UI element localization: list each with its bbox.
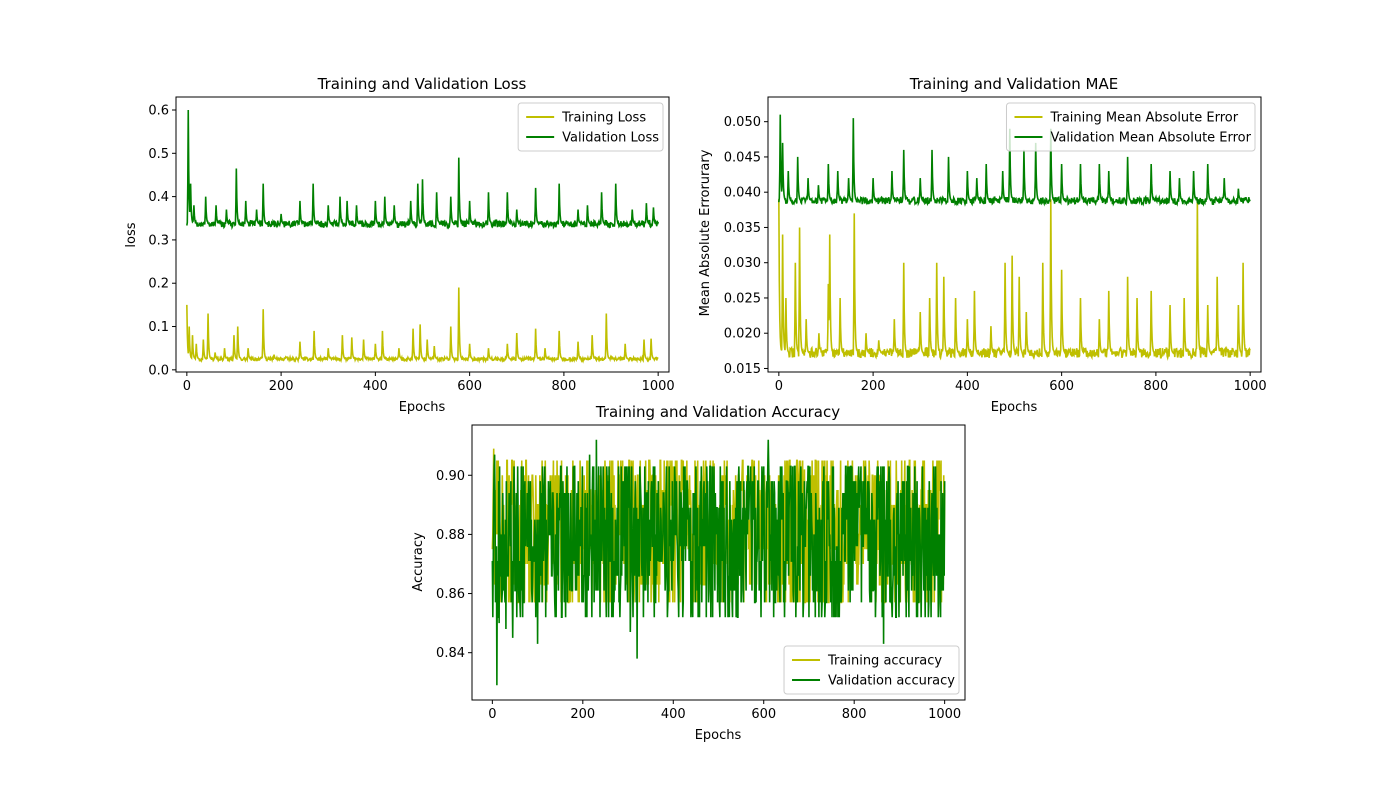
x-tick-label: 600 — [751, 707, 776, 722]
x-tick-label: 1000 — [1234, 379, 1267, 394]
x-tick-label: 800 — [551, 379, 576, 394]
accuracy-chart-title: Training and Validation Accuracy — [595, 403, 840, 421]
loss-chart: Training and Validation Loss Epochs loss… — [124, 75, 675, 415]
series-line-validation-accuracy — [491, 439, 946, 686]
x-tick-label: 400 — [955, 379, 980, 394]
y-tick-label: 0.035 — [724, 221, 761, 236]
mae-chart-xlabel: Epochs — [991, 400, 1038, 415]
accuracy-chart-ylabel: Accuracy — [411, 532, 426, 592]
legend-label: Validation accuracy — [828, 674, 955, 689]
x-tick-label: 1000 — [642, 379, 675, 394]
legend-label: Validation Loss — [562, 131, 659, 146]
x-tick-label: 400 — [363, 379, 388, 394]
y-tick-label: 0.045 — [724, 150, 761, 165]
series-line-training-mean-absolute-error — [778, 199, 1251, 361]
mae-chart-ylabel: Mean Absolute Errorurary — [698, 149, 713, 316]
x-tick-label: 200 — [570, 707, 595, 722]
plot-frame — [175, 96, 670, 373]
legend: Training Loss Validation Loss — [517, 102, 664, 152]
legend-label: Training Loss — [561, 111, 646, 126]
x-tick-label: 200 — [861, 379, 886, 394]
y-tick-label: 0.6 — [148, 103, 169, 118]
y-tick-label: 0.040 — [724, 186, 761, 201]
x-tick-label: 0 — [775, 379, 783, 394]
legend-label: Training Mean Absolute Error — [1049, 111, 1238, 126]
y-tick-label: 0.020 — [724, 327, 761, 342]
y-tick-label: 0.5 — [148, 147, 169, 162]
x-tick-label: 600 — [1049, 379, 1074, 394]
y-tick-label: 0.025 — [724, 291, 761, 306]
y-tick-label: 0.90 — [436, 469, 465, 484]
y-tick-label: 0.1 — [148, 320, 169, 335]
x-tick-label: 0 — [488, 707, 496, 722]
loss-chart-title: Training and Validation Loss — [317, 75, 527, 93]
loss-chart-ylabel: loss — [124, 222, 139, 247]
legend-box — [783, 645, 960, 695]
mae-chart: Training and Validation MAE Epochs Mean … — [698, 75, 1267, 415]
x-tick-label: 1000 — [928, 707, 961, 722]
series-line-training-loss — [186, 287, 659, 364]
series-line-validation-loss — [186, 109, 659, 231]
y-tick-label: 0.030 — [724, 256, 761, 271]
loss-chart-xlabel: Epochs — [399, 400, 446, 415]
x-tick-label: 0 — [183, 379, 191, 394]
legend: Training accuracy Validation accuracy — [783, 645, 960, 695]
x-tick-label: 800 — [1143, 379, 1168, 394]
legend: Training Mean Absolute Error Validation M… — [1005, 102, 1256, 152]
legend-box — [1005, 102, 1256, 152]
x-tick-label: 600 — [457, 379, 482, 394]
plot-frame — [767, 96, 1262, 373]
y-tick-label: 0.0 — [148, 363, 169, 378]
mae-chart-title: Training and Validation MAE — [909, 75, 1118, 93]
x-tick-label: 400 — [661, 707, 686, 722]
y-tick-label: 0.2 — [148, 277, 169, 292]
x-tick-label: 200 — [269, 379, 294, 394]
accuracy-chart: Training and Validation Accuracy Epochs … — [411, 403, 966, 743]
plot-frame — [471, 424, 966, 701]
legend-box — [517, 102, 664, 152]
series-line-validation-mean-absolute-error — [778, 114, 1251, 207]
y-tick-label: 0.3 — [148, 233, 169, 248]
y-tick-label: 0.015 — [724, 362, 761, 377]
y-tick-label: 0.4 — [148, 190, 169, 205]
legend-label: Training accuracy — [827, 654, 942, 669]
y-tick-label: 0.86 — [436, 587, 465, 602]
x-tick-label: 800 — [842, 707, 867, 722]
y-tick-label: 0.88 — [436, 528, 465, 543]
y-tick-label: 0.84 — [436, 646, 465, 661]
accuracy-chart-xlabel: Epochs — [695, 728, 742, 743]
legend-label: Validation Mean Absolute Error — [1050, 131, 1251, 146]
y-tick-label: 0.050 — [724, 115, 761, 130]
